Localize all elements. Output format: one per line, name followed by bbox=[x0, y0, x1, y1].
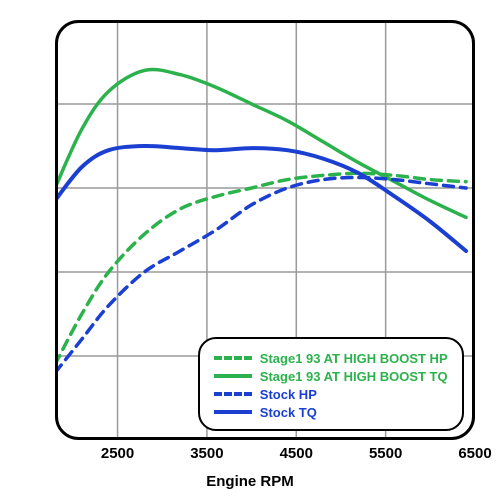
x-axis-ticks: 25003500450055006500 bbox=[55, 445, 475, 465]
legend-label: Stage1 93 AT HIGH BOOST TQ bbox=[260, 369, 448, 384]
x-tick-label: 4500 bbox=[280, 445, 313, 462]
legend-swatch bbox=[214, 374, 252, 378]
x-tick-label: 3500 bbox=[190, 445, 223, 462]
legend-item-stage1_hp: Stage1 93 AT HIGH BOOST HP bbox=[214, 349, 448, 367]
legend-item-stock_tq: Stock TQ bbox=[214, 403, 448, 421]
x-tick-label: 2500 bbox=[101, 445, 134, 462]
legend-label: Stage1 93 AT HIGH BOOST HP bbox=[260, 351, 448, 366]
x-tick-label: 6500 bbox=[458, 445, 491, 462]
legend-item-stage1_tq: Stage1 93 AT HIGH BOOST TQ bbox=[214, 367, 448, 385]
legend-swatch bbox=[214, 410, 252, 414]
legend-item-stock_hp: Stock HP bbox=[214, 385, 448, 403]
dyno-chart: Engine Power and Torque 2500350045005500… bbox=[0, 0, 500, 500]
legend: Stage1 93 AT HIGH BOOST HP Stage1 93 AT H… bbox=[198, 337, 464, 431]
x-axis-label: Engine RPM bbox=[0, 473, 500, 490]
x-tick-label: 5500 bbox=[369, 445, 402, 462]
legend-swatch bbox=[214, 392, 252, 396]
legend-swatch bbox=[214, 356, 252, 360]
legend-label: Stock TQ bbox=[260, 405, 317, 420]
legend-label: Stock HP bbox=[260, 387, 317, 402]
